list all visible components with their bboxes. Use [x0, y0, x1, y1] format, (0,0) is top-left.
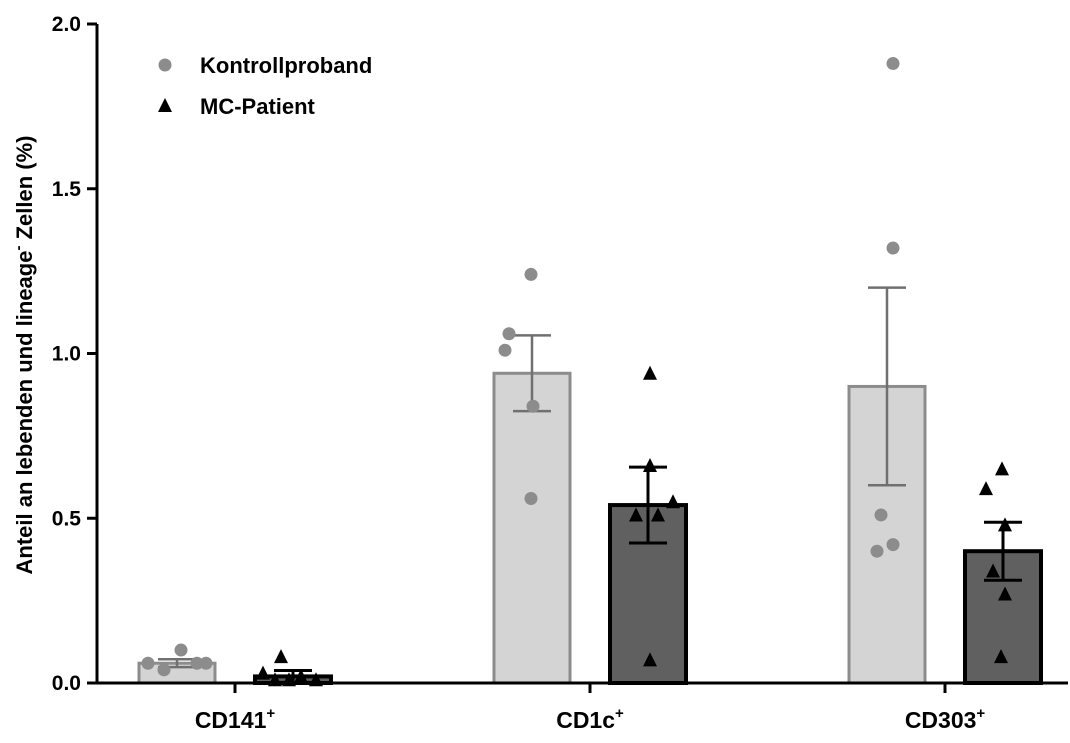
data-point-patient [986, 563, 1000, 578]
data-point-control [886, 57, 900, 71]
y-tick-label: 1.0 [52, 343, 81, 366]
x-category-label: CD1c+ [556, 705, 624, 733]
data-point-control [498, 343, 512, 357]
data-point-control [157, 663, 171, 677]
y-tick-label: 0.0 [52, 672, 81, 695]
x-category-label: CD141+ [195, 705, 276, 733]
data-point-control [886, 241, 900, 255]
data-point-control [502, 327, 516, 341]
data-point-control [526, 399, 540, 413]
data-point-patient [643, 652, 657, 667]
y-axis-title: Anteil an lebenden und lineage- Zellen (… [10, 136, 37, 575]
data-point-control [524, 491, 538, 505]
data-point-patient [998, 586, 1012, 601]
legend-label: Kontrollproband [200, 53, 372, 78]
data-point-control [141, 656, 155, 670]
data-point-patient [994, 649, 1008, 664]
y-tick-label: 2.0 [52, 13, 81, 36]
y-tick-label: 1.5 [52, 178, 82, 201]
axes-layer: 0.0 0.5 1.0 1.5 2.0 CD141+ CD1c+ CD303+ Anteil a… [10, 13, 1068, 733]
data-point-patient [643, 365, 657, 380]
data-point-control [190, 656, 204, 670]
data-point-patient [256, 665, 270, 680]
legend: Kontrollproband MC-Patient [158, 53, 372, 119]
data-point-patient [294, 668, 308, 683]
data-point-patient [979, 481, 993, 496]
data-point-patient [651, 507, 665, 522]
data-point-control [174, 643, 188, 657]
data-point-patient [998, 517, 1012, 532]
legend-marker-circle [158, 58, 172, 72]
data-point-control [874, 508, 888, 522]
data-point-patient [995, 461, 1009, 476]
bars-layer [137, 371, 1043, 686]
data-point-control [524, 267, 538, 281]
data-point-patient [643, 458, 657, 473]
data-point-patient [274, 649, 288, 664]
data-point-control [870, 544, 884, 558]
data-point-control [886, 538, 900, 552]
data-points-layer [141, 57, 1012, 687]
data-point-patient [629, 507, 643, 522]
legend-label: MC-Patient [200, 94, 316, 119]
bar-control-1 [492, 371, 572, 685]
data-point-control [199, 656, 213, 670]
y-tick-label: 0.5 [52, 507, 82, 530]
legend-marker-triangle [158, 98, 172, 112]
x-category-label: CD303+ [905, 705, 986, 733]
data-point-patient [666, 494, 680, 509]
